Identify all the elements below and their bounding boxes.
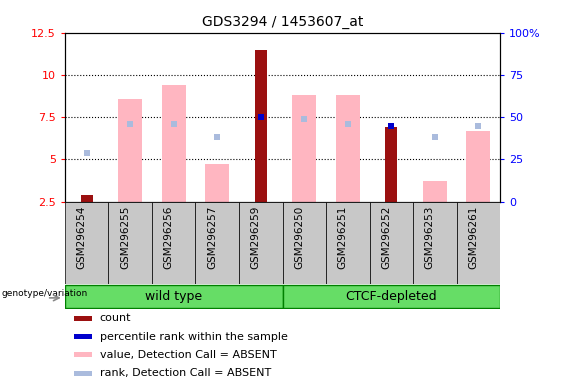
Bar bbox=[152, 202, 195, 284]
Bar bbox=[74, 316, 92, 321]
Bar bbox=[205, 164, 229, 202]
Text: GSM296254: GSM296254 bbox=[77, 206, 87, 269]
Bar bbox=[282, 285, 500, 308]
Text: GSM296255: GSM296255 bbox=[120, 206, 131, 269]
Text: GSM296256: GSM296256 bbox=[164, 206, 174, 269]
Text: genotype/variation: genotype/variation bbox=[1, 289, 88, 298]
Bar bbox=[255, 50, 267, 202]
Bar bbox=[370, 202, 413, 284]
Bar bbox=[292, 95, 316, 202]
Text: percentile rank within the sample: percentile rank within the sample bbox=[99, 331, 288, 342]
Text: count: count bbox=[99, 313, 131, 323]
Text: GSM296252: GSM296252 bbox=[381, 206, 391, 269]
Text: GSM296250: GSM296250 bbox=[294, 206, 304, 269]
Bar bbox=[81, 195, 93, 202]
Bar bbox=[108, 202, 152, 284]
Text: GSM296259: GSM296259 bbox=[251, 206, 261, 269]
Text: rank, Detection Call = ABSENT: rank, Detection Call = ABSENT bbox=[99, 368, 271, 378]
Text: GSM296253: GSM296253 bbox=[425, 206, 435, 269]
Bar bbox=[282, 202, 326, 284]
Bar bbox=[423, 181, 447, 202]
Bar bbox=[413, 202, 457, 284]
Text: GSM296261: GSM296261 bbox=[468, 206, 478, 269]
Bar bbox=[336, 95, 360, 202]
Bar bbox=[118, 99, 142, 202]
Bar bbox=[457, 202, 500, 284]
Bar bbox=[466, 131, 490, 202]
Bar bbox=[74, 371, 92, 376]
Text: GSM296251: GSM296251 bbox=[338, 206, 347, 269]
Bar bbox=[74, 352, 92, 358]
Bar bbox=[65, 202, 108, 284]
Text: wild type: wild type bbox=[145, 290, 202, 303]
Bar bbox=[195, 202, 239, 284]
Bar bbox=[74, 334, 92, 339]
Text: GSM296257: GSM296257 bbox=[207, 206, 217, 269]
Bar bbox=[326, 202, 370, 284]
Text: CTCF-depleted: CTCF-depleted bbox=[345, 290, 437, 303]
Bar bbox=[239, 202, 282, 284]
Title: GDS3294 / 1453607_at: GDS3294 / 1453607_at bbox=[202, 15, 363, 29]
Bar bbox=[385, 127, 397, 202]
Bar bbox=[162, 85, 186, 202]
Bar bbox=[65, 285, 282, 308]
Text: value, Detection Call = ABSENT: value, Detection Call = ABSENT bbox=[99, 350, 276, 360]
